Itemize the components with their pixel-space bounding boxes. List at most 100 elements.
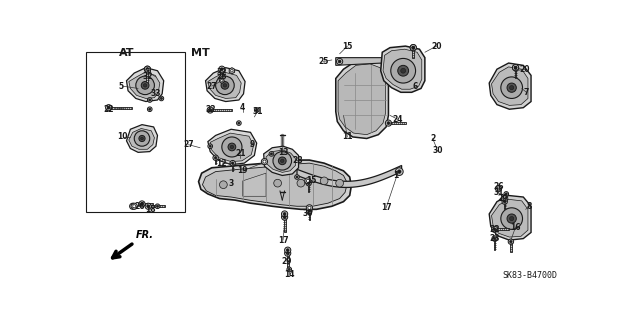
Circle shape xyxy=(320,177,328,185)
Circle shape xyxy=(139,201,145,207)
Text: 22: 22 xyxy=(104,105,114,114)
Circle shape xyxy=(148,99,151,101)
Polygon shape xyxy=(412,48,414,59)
Polygon shape xyxy=(205,68,245,101)
Circle shape xyxy=(254,108,259,112)
Text: 20: 20 xyxy=(520,65,530,74)
Text: 12: 12 xyxy=(216,159,227,168)
Circle shape xyxy=(497,187,500,190)
Circle shape xyxy=(412,46,415,49)
Circle shape xyxy=(146,68,150,73)
Circle shape xyxy=(307,208,312,213)
Circle shape xyxy=(141,137,143,140)
Text: 11: 11 xyxy=(342,132,353,141)
Polygon shape xyxy=(383,49,422,89)
Circle shape xyxy=(338,60,341,63)
Circle shape xyxy=(141,82,149,89)
Text: 14: 14 xyxy=(284,269,294,278)
Polygon shape xyxy=(148,205,165,207)
Circle shape xyxy=(337,59,343,65)
Circle shape xyxy=(288,268,291,270)
Text: AT: AT xyxy=(119,48,134,58)
Circle shape xyxy=(221,82,229,89)
Polygon shape xyxy=(489,196,531,240)
Polygon shape xyxy=(208,129,257,165)
Circle shape xyxy=(230,145,234,149)
Circle shape xyxy=(505,193,508,195)
Circle shape xyxy=(286,252,289,255)
Polygon shape xyxy=(202,163,348,206)
Text: 15: 15 xyxy=(342,42,353,51)
Circle shape xyxy=(146,68,149,71)
Circle shape xyxy=(296,176,298,178)
Circle shape xyxy=(223,84,227,87)
Text: MT: MT xyxy=(191,48,209,58)
Text: 27: 27 xyxy=(207,82,217,91)
Circle shape xyxy=(513,65,518,71)
Polygon shape xyxy=(494,239,495,250)
Circle shape xyxy=(222,137,242,157)
Polygon shape xyxy=(243,173,266,196)
Text: 31: 31 xyxy=(253,107,264,116)
Circle shape xyxy=(156,205,159,207)
Circle shape xyxy=(237,121,241,125)
Polygon shape xyxy=(210,109,232,111)
Circle shape xyxy=(145,66,150,72)
Polygon shape xyxy=(264,146,298,175)
Text: 28: 28 xyxy=(292,156,303,164)
Text: 29: 29 xyxy=(282,257,292,266)
Text: 1: 1 xyxy=(394,171,399,180)
Circle shape xyxy=(220,181,227,188)
Circle shape xyxy=(282,211,288,217)
Text: 7: 7 xyxy=(524,88,529,97)
Text: 33: 33 xyxy=(150,89,161,98)
Text: 30: 30 xyxy=(433,146,444,155)
Circle shape xyxy=(280,159,284,163)
Circle shape xyxy=(134,131,150,146)
Circle shape xyxy=(501,77,522,99)
Text: 32: 32 xyxy=(216,68,227,77)
Circle shape xyxy=(396,168,403,175)
Polygon shape xyxy=(109,107,132,108)
Circle shape xyxy=(143,84,147,87)
Circle shape xyxy=(273,152,292,170)
Polygon shape xyxy=(142,203,153,205)
Circle shape xyxy=(270,153,273,155)
Text: 23: 23 xyxy=(490,234,500,243)
Polygon shape xyxy=(266,150,296,172)
Circle shape xyxy=(136,76,154,95)
Text: 26: 26 xyxy=(216,72,227,81)
Circle shape xyxy=(106,105,112,111)
Circle shape xyxy=(161,97,163,100)
Text: 26: 26 xyxy=(134,202,145,211)
Polygon shape xyxy=(308,183,309,192)
Polygon shape xyxy=(336,60,388,139)
Circle shape xyxy=(155,204,160,209)
Circle shape xyxy=(397,170,401,173)
Text: 4: 4 xyxy=(240,103,245,112)
Circle shape xyxy=(274,179,282,187)
Circle shape xyxy=(108,106,110,109)
Polygon shape xyxy=(338,64,385,135)
Polygon shape xyxy=(308,211,310,220)
Polygon shape xyxy=(287,253,289,268)
Circle shape xyxy=(509,217,514,221)
Circle shape xyxy=(401,68,406,73)
Text: 25: 25 xyxy=(318,57,328,66)
Polygon shape xyxy=(129,129,154,149)
Circle shape xyxy=(147,205,150,208)
Circle shape xyxy=(220,78,224,83)
Text: 17: 17 xyxy=(278,236,289,245)
Text: 15: 15 xyxy=(306,176,316,185)
Polygon shape xyxy=(336,58,382,65)
Circle shape xyxy=(507,214,516,223)
Polygon shape xyxy=(210,133,253,162)
Circle shape xyxy=(504,200,506,203)
Polygon shape xyxy=(492,67,528,105)
Circle shape xyxy=(129,203,136,209)
Circle shape xyxy=(514,66,517,69)
Circle shape xyxy=(502,196,508,202)
Text: 5: 5 xyxy=(118,82,124,91)
Circle shape xyxy=(307,205,312,211)
Text: 22: 22 xyxy=(205,105,216,114)
